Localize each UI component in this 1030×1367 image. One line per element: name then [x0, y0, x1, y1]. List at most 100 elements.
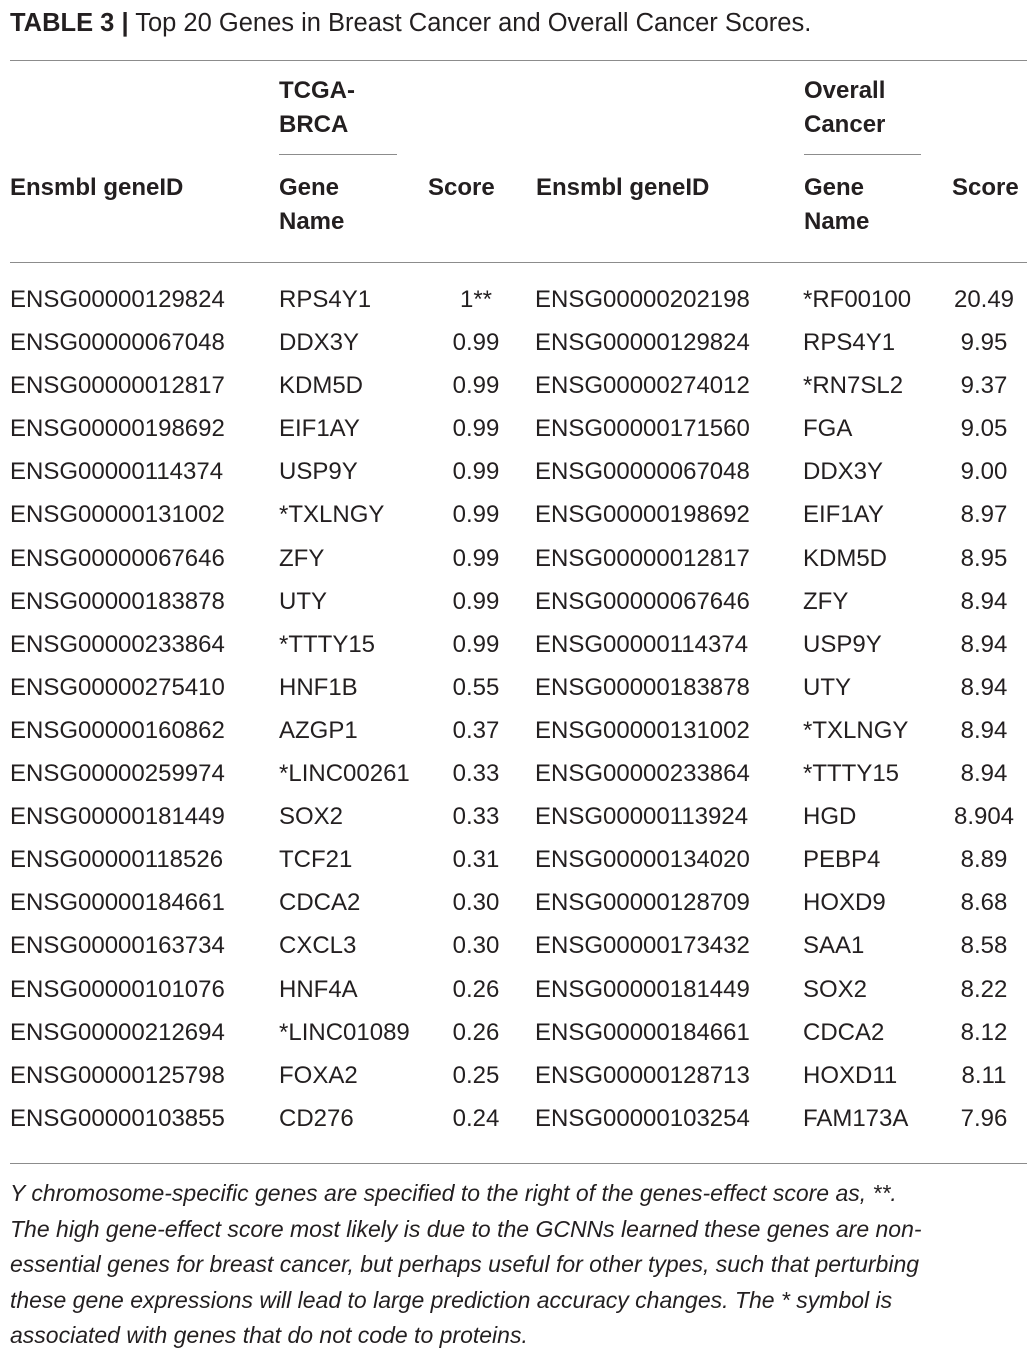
- cell-ensembl-id-right: ENSG00000128713: [535, 1061, 750, 1089]
- cell-score-left: 0.37: [452, 716, 500, 744]
- cell-gene-name-left: AZGP1: [279, 716, 358, 744]
- table-row: ENSG00000160862 AZGP1 0.37 ENSG00000131002 *…: [10, 709, 1027, 752]
- cell-ensembl-id-right: ENSG00000012817: [535, 544, 750, 572]
- cell-gene-name-right: *TTTY15: [803, 760, 900, 788]
- table-row: ENSG00000275410 HNF1B 0.55 ENSG00000183878 U…: [10, 666, 1027, 709]
- cell-gene-name-left: EIF1AY: [279, 415, 360, 443]
- cell-gene-name-left: *TXLNGY: [279, 501, 385, 529]
- cell-score-left: 0.99: [452, 501, 500, 529]
- cell-gene-name-right: SOX2: [803, 975, 868, 1003]
- top-rule: [10, 60, 1027, 61]
- cell-ensembl-id-right: ENSG00000184661: [535, 1018, 750, 1046]
- group-header-tcga-brca: TCGA- BRCA: [279, 77, 355, 138]
- cell-score-left: 1**: [459, 286, 493, 313]
- cell-score-left: 0.99: [452, 415, 500, 443]
- table-caption: TABLE 3 | Top 20 Genes in Breast Cancer …: [10, 6, 1020, 40]
- cell-ensembl-id-right: ENSG00000181449: [535, 975, 750, 1003]
- cell-score-left: 0.55: [452, 673, 500, 701]
- cell-score-right: 8.94: [960, 630, 1008, 658]
- table-row: ENSG00000012817 KDM5D 0.99 ENSG00000274012 *…: [10, 364, 1027, 407]
- cell-gene-name-right: FAM173A: [803, 1104, 909, 1132]
- cell-score-left: 0.99: [452, 372, 500, 400]
- table-row: ENSG00000181449 SOX2 0.33 ENSG00000113924 HG…: [10, 795, 1027, 838]
- cell-ensembl-id-right: ENSG00000134020: [535, 846, 750, 874]
- cell-gene-name-left: *TTTY15: [279, 630, 376, 658]
- cell-score-right: 9.95: [960, 329, 1008, 357]
- cell-ensembl-id-left: ENSG00000233864: [10, 630, 225, 658]
- col-header-gene-name-left: Gene Name: [279, 174, 345, 235]
- header-rule: [10, 262, 1027, 263]
- cell-gene-name-right: USP9Y: [803, 630, 882, 658]
- cell-score-right: 8.97: [960, 501, 1008, 529]
- cell-ensembl-id-right: ENSG00000129824: [535, 329, 750, 357]
- cell-ensembl-id-right: ENSG00000067646: [535, 587, 750, 615]
- cell-gene-name-left: *LINC00261: [279, 760, 410, 788]
- cell-score-right: 8.58: [960, 932, 1008, 960]
- bottom-rule: [10, 1163, 1027, 1164]
- cell-gene-name-right: HOXD11: [803, 1061, 898, 1089]
- cell-gene-name-left: HNF1B: [279, 673, 358, 701]
- cell-ensembl-id-left: ENSG00000103855: [10, 1104, 225, 1132]
- cell-score-right: 9.37: [960, 372, 1008, 400]
- cell-score-left: 0.24: [452, 1104, 500, 1132]
- table-row: ENSG00000125798 FOXA2 0.25 ENSG00000128713 H…: [10, 1054, 1027, 1097]
- cell-score-right: 20.49: [953, 286, 1015, 313]
- col-header-score-left: Score: [428, 174, 495, 201]
- cell-gene-name-right: RPS4Y1: [803, 329, 896, 357]
- cell-score-left: 0.99: [452, 630, 500, 658]
- col-header-gene-name-right: Gene Name: [804, 174, 870, 235]
- cell-score-right: 8.89: [960, 846, 1008, 874]
- cell-gene-name-left: FOXA2: [279, 1061, 358, 1089]
- col-header-score-right: Score: [952, 174, 1019, 201]
- cell-gene-name-left: DDX3Y: [279, 329, 360, 357]
- cell-gene-name-left: HNF4A: [279, 975, 358, 1003]
- table-row: ENSG00000184661 CDCA2 0.30 ENSG00000128709 H…: [10, 881, 1027, 924]
- footnote-line: essential genes for breast cancer, but p…: [10, 1251, 920, 1277]
- cell-gene-name-right: DDX3Y: [803, 458, 884, 486]
- cell-score-right: 7.96: [960, 1104, 1008, 1132]
- cell-gene-name-left: UTY: [279, 587, 327, 615]
- cell-score-left: 0.33: [452, 803, 500, 831]
- table-row: ENSG00000198692 EIF1AY 0.99 ENSG00000171560…: [10, 407, 1027, 450]
- footnote-line: Y chromosome-specific genes are specifie…: [10, 1180, 897, 1206]
- table-row: ENSG00000183878 UTY 0.99 ENSG00000067646 ZFY…: [10, 580, 1027, 623]
- cell-ensembl-id-left: ENSG00000131002: [10, 501, 225, 529]
- cell-score-right: 9.05: [960, 415, 1008, 443]
- gene-table-body: ENSG00000129824 RPS4Y1 1** ENSG00000202198 *…: [10, 278, 1027, 1140]
- cell-score-right: 8.94: [960, 760, 1008, 788]
- table-row: ENSG00000212694 *LINC01089 0.26 ENSG0000018…: [10, 1011, 1027, 1054]
- cell-gene-name-right: KDM5D: [803, 544, 888, 572]
- cell-gene-name-right: CDCA2: [803, 1018, 885, 1046]
- cell-ensembl-id-left: ENSG00000067048: [10, 329, 225, 357]
- cell-ensembl-id-left: ENSG00000212694: [10, 1018, 225, 1046]
- gene-table: ENSG00000129824 RPS4Y1 1** ENSG00000202198 *…: [10, 278, 1027, 1140]
- cell-score-right: 8.94: [960, 673, 1008, 701]
- cell-gene-name-right: UTY: [803, 673, 851, 701]
- cell-score-left: 0.33: [452, 760, 500, 788]
- cell-ensembl-id-left: ENSG00000259974: [10, 760, 225, 788]
- cell-score-left: 0.99: [452, 587, 500, 615]
- cell-gene-name-left: USP9Y: [279, 458, 358, 486]
- cell-gene-name-left: SOX2: [279, 803, 344, 831]
- cell-score-right: 8.68: [960, 889, 1008, 917]
- cell-gene-name-left: KDM5D: [279, 372, 364, 400]
- cell-gene-name-right: EIF1AY: [803, 501, 884, 529]
- cell-gene-name-left: ZFY: [279, 544, 325, 572]
- table-label: TABLE 3 |: [10, 9, 129, 37]
- cell-ensembl-id-left: ENSG00000163734: [10, 932, 225, 960]
- cell-score-right: 8.94: [960, 587, 1008, 615]
- table-row: ENSG00000131002 *TXLNGY 0.99 ENSG0000019869…: [10, 493, 1027, 536]
- cell-gene-name-right: ZFY: [803, 587, 849, 615]
- cell-score-right: 8.12: [960, 1018, 1008, 1046]
- cell-ensembl-id-right: ENSG00000233864: [535, 760, 750, 788]
- group-underline-right: [804, 154, 921, 155]
- cell-score-left: 0.30: [452, 889, 500, 917]
- table-title: Top 20 Genes in Breast Cancer and Overal…: [128, 9, 812, 37]
- table-row: ENSG00000233864 *TTTY15 0.99 ENSG0000011437…: [10, 623, 1027, 666]
- cell-ensembl-id-left: ENSG00000275410: [10, 673, 225, 701]
- cell-ensembl-id-left: ENSG00000184661: [10, 889, 225, 917]
- cell-ensembl-id-right: ENSG00000103254: [535, 1104, 750, 1132]
- cell-gene-name-left: *LINC01089: [279, 1018, 410, 1046]
- cell-score-left: 0.99: [452, 458, 500, 486]
- cell-gene-name-left: CD276: [279, 1104, 354, 1132]
